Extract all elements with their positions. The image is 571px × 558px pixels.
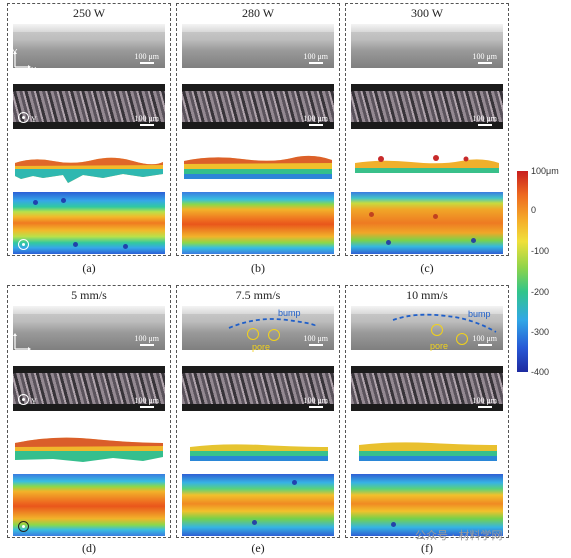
3d-profile xyxy=(15,437,163,462)
panel-title: 280 W xyxy=(241,6,275,20)
panel-caption: (d) xyxy=(82,541,96,555)
colorbar-tick: -100 xyxy=(531,246,550,256)
colorbar-tick: -400 xyxy=(531,367,550,377)
sem-side-image: 100 μm xyxy=(351,306,503,350)
bump-outline xyxy=(228,318,316,329)
scale-bar: 100 μm xyxy=(472,114,497,126)
bump-label: bump xyxy=(278,308,301,318)
panel-280w: 280 W 100 μm 100 μm xyxy=(176,3,340,256)
axis-y-label: Y xyxy=(31,115,37,124)
3d-profile xyxy=(355,155,499,173)
out-of-plane-z-icon xyxy=(18,112,29,123)
panel-5mms: 5 mm/s 100 μm Y 100 μm xyxy=(7,285,171,538)
scale-bar: 100 μm xyxy=(134,396,159,408)
optical-top-image: 100 μm xyxy=(351,366,503,411)
panel-caption: (b) xyxy=(251,261,265,275)
sem-side-image: 100 μm xyxy=(13,24,165,68)
panel-caption: (e) xyxy=(251,541,265,555)
scale-bar: 100 μm xyxy=(472,396,497,408)
3d-profile xyxy=(359,442,497,461)
panel-title: 300 W xyxy=(410,6,444,20)
out-of-plane-z-icon xyxy=(18,394,29,405)
height-map xyxy=(13,474,165,536)
panel-7-5mms: 7.5 mm/s 100 μm bump pore 100 μm xyxy=(176,285,340,538)
pore-label: pore xyxy=(252,342,271,352)
panel-250w: 250 W 100 μm Y X Y 100 μm xyxy=(7,3,171,256)
out-of-plane-z-icon xyxy=(18,239,29,250)
panel-caption: (a) xyxy=(82,261,96,275)
panel-300w: 300 W 100 μm 100 μm xyxy=(345,3,509,256)
colorbar-tick: 0 xyxy=(531,205,537,215)
bump-label: bump xyxy=(468,309,491,319)
height-colorbar xyxy=(517,171,528,372)
3d-profile xyxy=(190,444,328,461)
sem-side-image: 100 μm xyxy=(182,24,334,68)
scale-bar: 100 μm xyxy=(303,396,328,408)
panel-caption: (c) xyxy=(420,261,434,275)
pore-label: pore xyxy=(430,341,449,351)
xy-axes-icon xyxy=(10,329,34,353)
pore-marker xyxy=(268,329,280,341)
pore-marker xyxy=(456,333,468,345)
height-map xyxy=(351,474,503,536)
panel-caption: (f) xyxy=(421,541,433,555)
scale-bar: 100 μm xyxy=(303,334,328,346)
panel-title: 10 mm/s xyxy=(406,288,448,302)
3d-profile xyxy=(184,155,332,179)
scale-bar: 100 μm xyxy=(472,52,497,64)
panel-title: 5 mm/s xyxy=(71,288,107,302)
scale-bar: 100 μm xyxy=(472,334,497,346)
optical-top-image: 100 μm xyxy=(351,84,503,129)
xy-axes-icon xyxy=(10,47,34,71)
out-of-plane-z-icon xyxy=(18,521,29,532)
axis-y-label: Y xyxy=(31,397,37,406)
watermark: 公众号 · 材料学网 xyxy=(415,529,503,542)
height-map xyxy=(182,192,334,254)
height-map xyxy=(182,474,334,536)
bump-outline xyxy=(392,313,497,333)
pore-marker xyxy=(247,328,259,340)
optical-top-image: 100 μm xyxy=(182,84,334,129)
height-map xyxy=(13,192,165,254)
panel-10mms: 10 mm/s 100 μm bump pore 100 μm xyxy=(345,285,509,538)
scale-bar: 100 μm xyxy=(303,114,328,126)
axis-y-label: Y xyxy=(12,48,18,57)
scale-bar: 100 μm xyxy=(303,52,328,64)
scale-bar: 100 μm xyxy=(134,52,159,64)
optical-top-image: Y 100 μm xyxy=(13,84,165,129)
colorbar-tick: -200 xyxy=(531,287,550,297)
colorbar-tick: -300 xyxy=(531,327,550,337)
scale-bar: 100 μm xyxy=(134,114,159,126)
axis-x-label: X xyxy=(31,66,37,75)
optical-top-image: Y 100 μm xyxy=(13,366,165,411)
3d-profile xyxy=(15,157,163,183)
panel-title: 7.5 mm/s xyxy=(235,288,281,302)
sem-side-image: 100 μm xyxy=(351,24,503,68)
colorbar-tick: 100μm xyxy=(531,166,559,176)
sem-side-image: 100 μm xyxy=(182,306,334,350)
panel-title: 250 W xyxy=(72,6,106,20)
height-map xyxy=(351,192,503,254)
sem-side-image: 100 μm xyxy=(13,306,165,350)
optical-top-image: 100 μm xyxy=(182,366,334,411)
scale-bar: 100 μm xyxy=(134,334,159,346)
pore-marker xyxy=(431,324,443,336)
